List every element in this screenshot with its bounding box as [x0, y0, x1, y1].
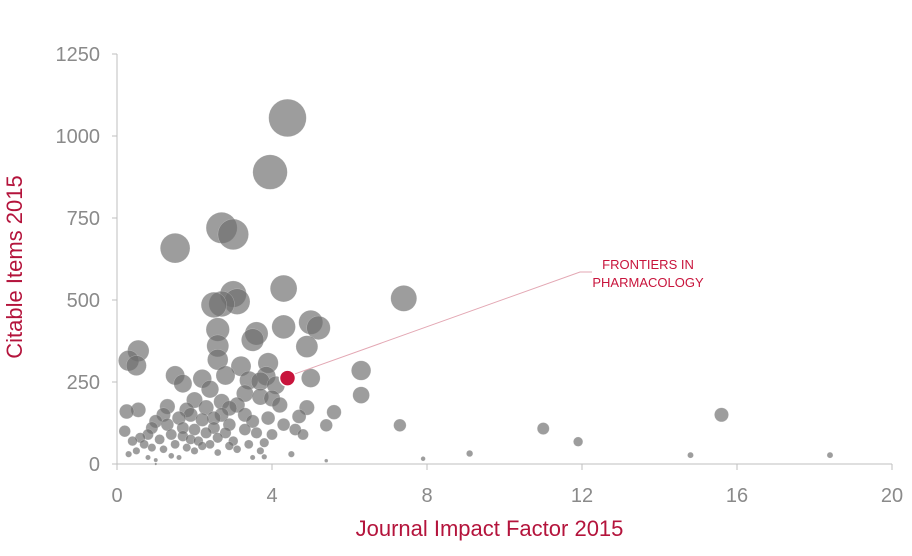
- data-point: [252, 154, 288, 190]
- x-tick-label: 8: [421, 485, 432, 507]
- y-tick-label: 1000: [56, 126, 101, 148]
- x-tick-label: 12: [571, 485, 593, 507]
- highlight-point[interactable]: [278, 369, 297, 387]
- data-point: [259, 437, 270, 448]
- data-point: [297, 428, 309, 441]
- data-point: [261, 410, 276, 426]
- highlight-annotation: FRONTIERS IN PHARMACOLOGY: [278, 257, 704, 387]
- x-tick-label: 4: [266, 485, 277, 507]
- data-point: [291, 409, 307, 424]
- data-point: [266, 428, 278, 441]
- data-point: [261, 453, 268, 460]
- data-point: [271, 396, 288, 413]
- annotation-label-line-2: PHARMACOLOGY: [592, 275, 704, 290]
- data-point: [232, 445, 242, 454]
- data-point: [125, 450, 133, 458]
- y-tick-label: 500: [67, 290, 100, 312]
- annotation-label-line-1: FRONTIERS IN: [602, 257, 694, 272]
- data-point: [197, 441, 207, 451]
- data-point: [241, 328, 265, 352]
- data-point: [250, 426, 263, 439]
- data-point: [219, 426, 232, 439]
- y-tick-label: 1250: [56, 44, 101, 66]
- data-point: [351, 360, 372, 381]
- y-axis-title: Citable Items 2015: [2, 175, 27, 358]
- data-point: [118, 425, 131, 438]
- data-point: [212, 432, 224, 444]
- x-axis-title: Journal Impact Factor 2015: [356, 516, 624, 541]
- annotation-leader-line: [294, 271, 592, 375]
- data-point: [390, 285, 418, 312]
- data-point: [126, 355, 147, 376]
- data-point: [287, 450, 295, 458]
- data-point: [306, 315, 331, 340]
- data-point: [393, 418, 407, 432]
- data-point: [215, 365, 236, 386]
- data-point: [714, 407, 729, 423]
- x-tick-label: 20: [881, 485, 903, 507]
- data-point: [687, 451, 694, 459]
- x-tick-label: 0: [111, 485, 122, 507]
- data-point: [173, 374, 193, 393]
- data-point: [214, 448, 222, 457]
- data-point: [127, 435, 138, 447]
- data-point: [238, 423, 252, 436]
- data-point: [250, 371, 270, 391]
- data-point: [168, 452, 175, 459]
- data-point: [188, 423, 201, 436]
- x-tick-label: 16: [726, 485, 748, 507]
- data-point: [200, 380, 220, 399]
- data-point: [352, 386, 370, 404]
- data-point: [153, 457, 159, 463]
- data-point: [224, 441, 234, 451]
- data-point: [420, 456, 426, 462]
- y-tick-label: 250: [67, 372, 100, 394]
- y-tick-label: 0: [89, 454, 100, 476]
- data-point: [256, 446, 265, 455]
- data-point: [268, 98, 307, 138]
- data-point: [147, 443, 157, 452]
- data-point: [244, 439, 254, 450]
- data-point: [195, 412, 210, 427]
- data-point: [826, 451, 834, 459]
- data-point: [217, 218, 249, 250]
- data-point: [536, 422, 550, 435]
- data-point: [271, 314, 296, 340]
- data-point: [154, 434, 165, 445]
- data-point: [145, 454, 151, 461]
- data-point: [295, 335, 319, 358]
- data-point: [190, 446, 199, 455]
- data-point: [245, 414, 260, 429]
- axes: [116, 54, 892, 465]
- data-point: [573, 436, 584, 447]
- data-point: [165, 428, 177, 441]
- data-point: [159, 445, 168, 454]
- data-point: [269, 274, 298, 303]
- data-point: [154, 462, 158, 466]
- data-point: [466, 449, 474, 458]
- data-points: [118, 98, 834, 466]
- y-axis-ticks: 0 250 500 750 1000 1250: [56, 44, 117, 476]
- data-point: [326, 404, 342, 420]
- data-point: [200, 426, 213, 439]
- data-point: [301, 368, 321, 388]
- x-axis-ticks: 0 4 8 12 16 20: [111, 464, 903, 507]
- data-point: [200, 291, 227, 318]
- data-point: [249, 454, 256, 461]
- data-point: [182, 443, 192, 452]
- data-point: [119, 403, 135, 420]
- y-tick-label: 750: [67, 208, 100, 230]
- data-point: [139, 439, 149, 450]
- data-point: [170, 439, 180, 450]
- data-point: [324, 458, 329, 463]
- data-point: [277, 418, 291, 432]
- data-point: [319, 418, 333, 432]
- data-point: [132, 446, 141, 455]
- data-point: [205, 439, 215, 450]
- data-point: [176, 454, 182, 461]
- data-point: [159, 233, 191, 264]
